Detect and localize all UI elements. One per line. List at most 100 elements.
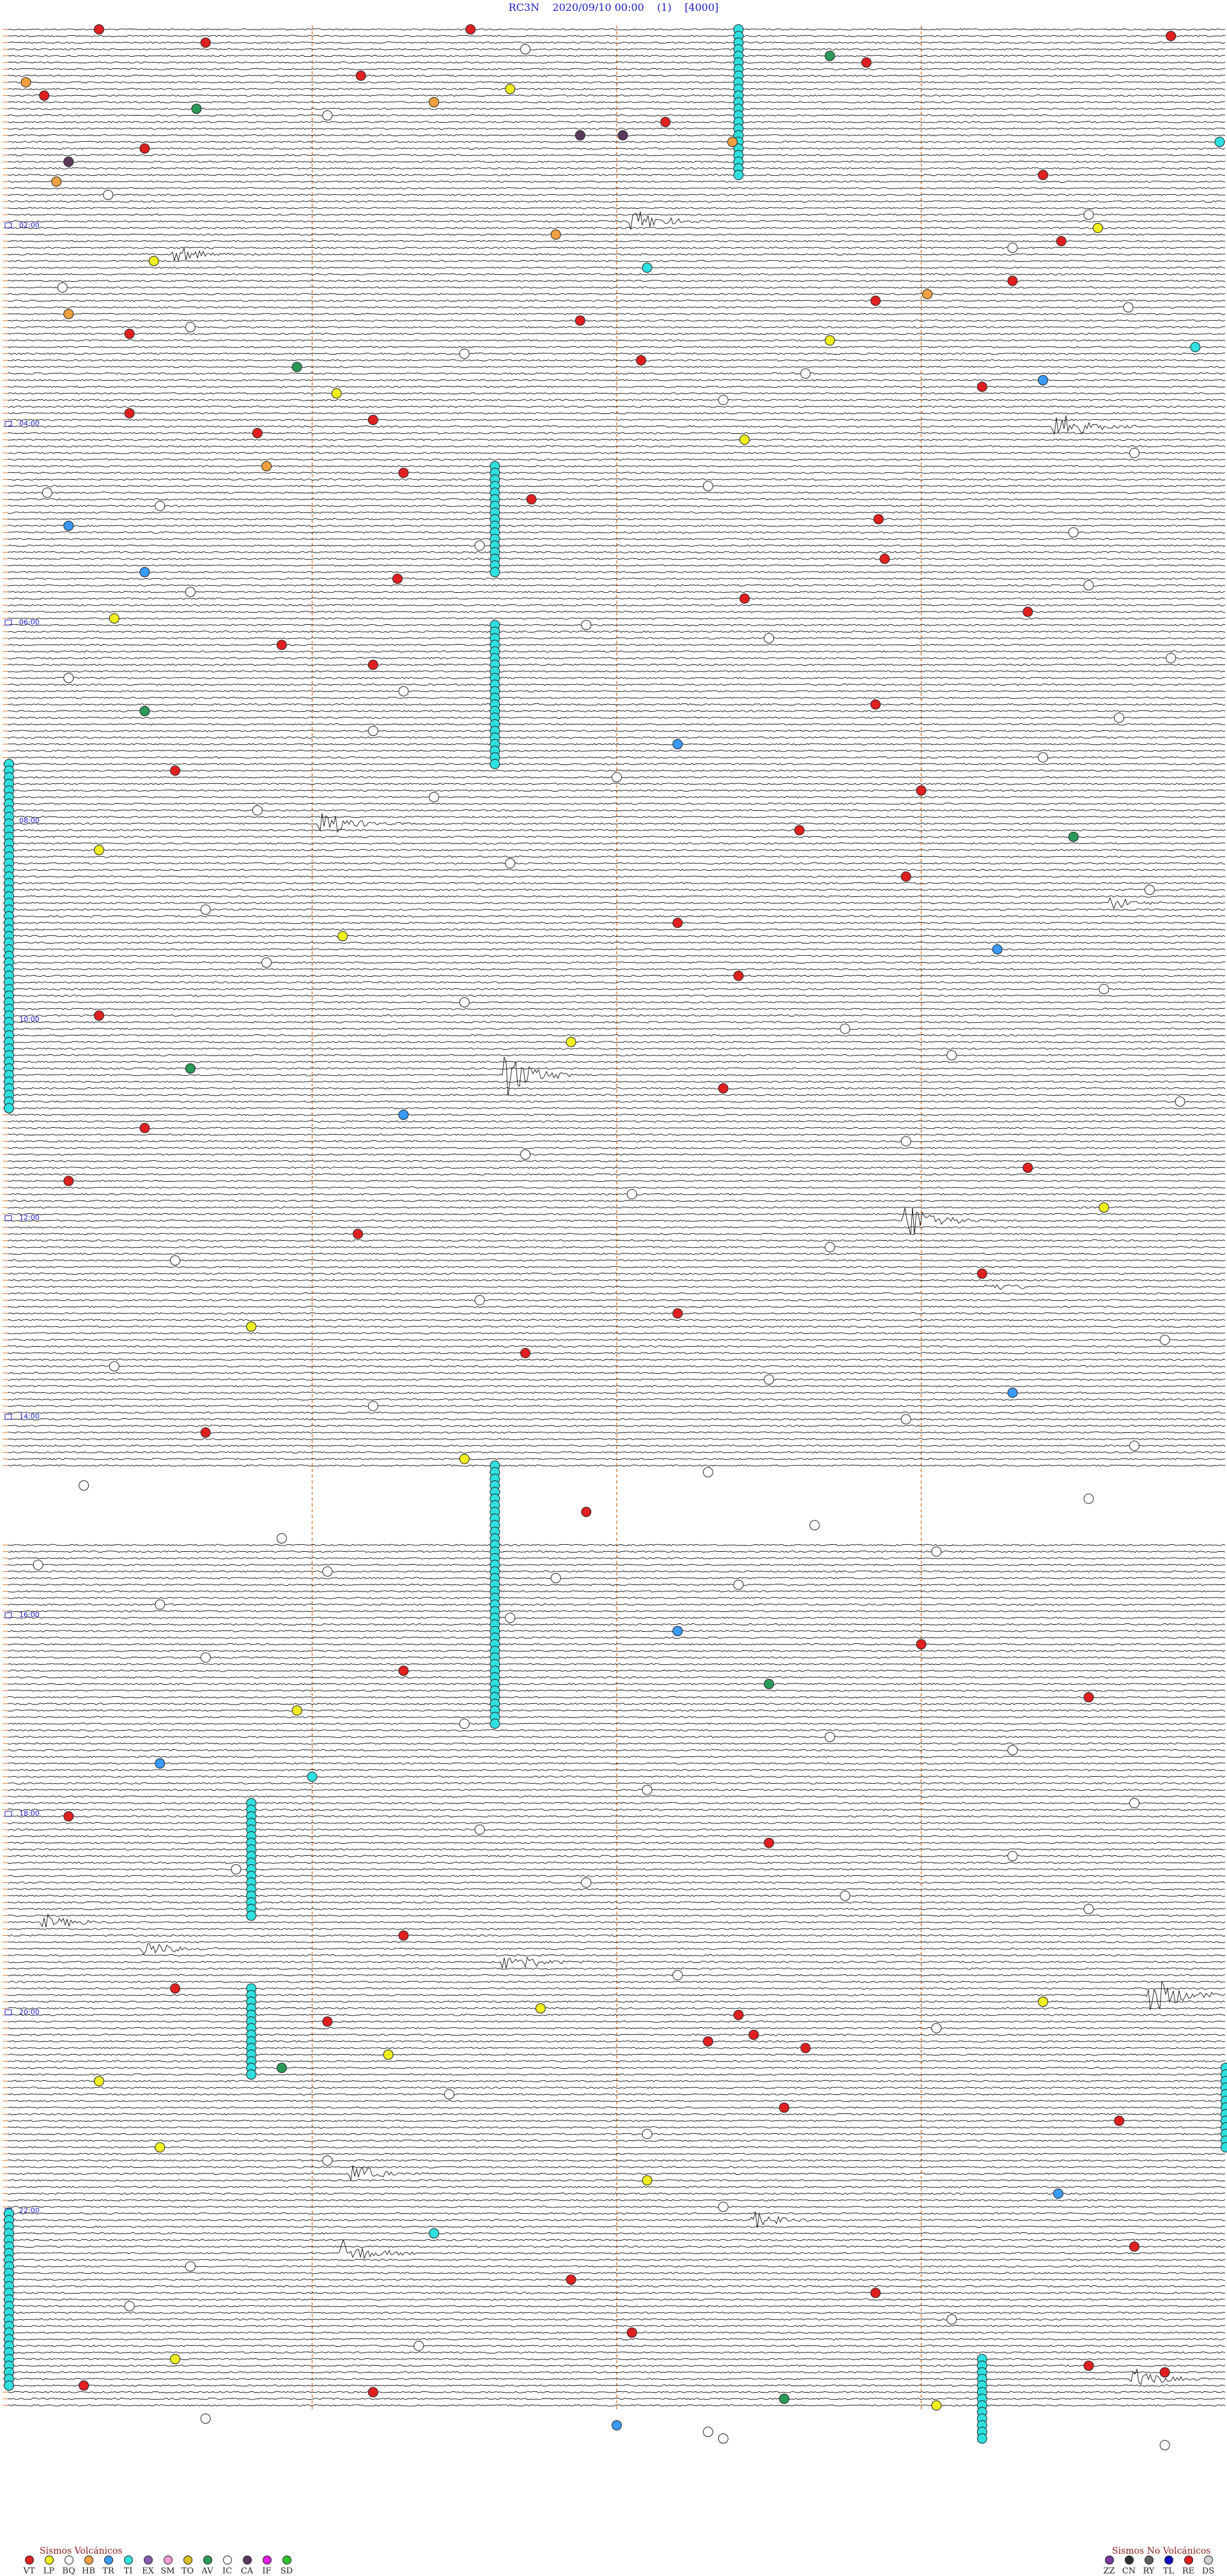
event-marker-tr [992, 944, 1002, 954]
event-marker-ic [171, 1255, 180, 1265]
trace-line [8, 1432, 1225, 1433]
event-marker-vt [1115, 2116, 1124, 2126]
trace-line [8, 2398, 1225, 2399]
event-marker-ic [505, 1613, 515, 1623]
event-marker-vt [1023, 607, 1033, 617]
event-marker-ic [64, 673, 73, 683]
event-marker-lp [642, 2175, 652, 2185]
legend-swatch [164, 2556, 173, 2564]
hour-label: 22:00 [19, 2207, 40, 2215]
event-marker-ti [490, 759, 500, 769]
trace-line [8, 1438, 1225, 1439]
event-marker-ic [718, 2434, 728, 2443]
legend-swatch [243, 2556, 252, 2564]
event-marker-vt [916, 786, 926, 795]
event-marker-vt [749, 2030, 759, 2039]
hour-box [5, 1613, 12, 1618]
event-marker-vt [871, 296, 881, 305]
event-marker-ic [1084, 1905, 1093, 1914]
event-marker-ic [612, 772, 622, 782]
hour-label: 06:00 [19, 618, 40, 626]
event-marker-vt [94, 1011, 104, 1020]
trace-line [8, 167, 1225, 169]
trace-line [8, 816, 1225, 818]
trace-line [8, 1134, 1225, 1135]
event-marker-ic [901, 1137, 911, 1146]
event-marker-ic [825, 1243, 835, 1252]
event-marker-vt [1084, 2361, 1093, 2370]
trace-line [8, 862, 1225, 864]
event-marker-av [192, 104, 201, 114]
trace-line [8, 1392, 1225, 1393]
trace-line [8, 1657, 1225, 1658]
trace-line [8, 995, 1225, 996]
event-marker-ic [185, 587, 195, 597]
event-marker-ic [932, 1547, 941, 1556]
trace-line [8, 2358, 1225, 2359]
trace-line [8, 697, 1225, 698]
event-marker-lp [247, 1322, 256, 1331]
trace-line [8, 293, 1225, 295]
event-marker-vt [466, 25, 475, 34]
event-marker-vt [140, 1123, 150, 1133]
legend-item-sd: SD [277, 2556, 297, 2576]
event-marker-tr [612, 2421, 622, 2430]
legend-item-lp: LP [39, 2556, 59, 2576]
event-marker-ic [947, 1050, 957, 1060]
event-marker-ic [840, 1024, 850, 1034]
hour-box [5, 1414, 12, 1419]
event-marker-lp [566, 1037, 576, 1046]
trace-line [8, 2233, 1225, 2234]
trace-line [8, 2054, 1225, 2055]
trace-line [8, 1260, 1225, 1261]
legend-code: IF [262, 2566, 271, 2576]
event-marker-ic [1175, 1097, 1185, 1107]
event-marker-av [185, 1064, 195, 1073]
event-marker-vt [140, 144, 150, 153]
trace-line [8, 1650, 1225, 1652]
event-marker-ic [505, 859, 515, 868]
event-marker-ic [521, 45, 530, 54]
event-marker-vt [874, 514, 883, 524]
trace-line [8, 161, 1225, 162]
trace-line [8, 2405, 1225, 2406]
event-marker-vt [252, 428, 262, 438]
event-marker-ic [718, 2202, 728, 2212]
trace-line [8, 737, 1225, 738]
legend-code: AV [201, 2566, 213, 2576]
event-marker-lp [932, 2401, 941, 2411]
trace-line [8, 2312, 1225, 2313]
event-marker-vt [977, 1269, 987, 1278]
trace-line [8, 1577, 1225, 1579]
event-marker-vt [392, 574, 402, 583]
event-marker-ic [582, 620, 591, 630]
trace-line [8, 1386, 1225, 1387]
trace-line [8, 1789, 1225, 1790]
trace-line [8, 2273, 1225, 2274]
legend-swatch [84, 2556, 93, 2564]
legend-swatch [1164, 2556, 1173, 2564]
event-marker-ic [551, 1574, 560, 1583]
trace-line [8, 247, 1225, 249]
event-marker-ic [1099, 985, 1109, 994]
legend-item-zz: ZZ [1099, 2556, 1119, 2576]
legend-code: LP [43, 2566, 54, 2576]
event-marker-ic [42, 488, 52, 498]
legend-item-ds: DS [1198, 2556, 1218, 2576]
event-marker-vt [901, 871, 911, 881]
event-marker-ic [1145, 885, 1154, 894]
event-marker-vt [1008, 276, 1017, 286]
trace-line [8, 2186, 1225, 2188]
legend-item-sm: SM [158, 2556, 178, 2576]
trace-line [8, 2226, 1225, 2227]
trace-line [8, 340, 1225, 341]
trace-line [8, 393, 1225, 394]
event-marker-ic [155, 501, 165, 510]
event-marker-vt [861, 57, 871, 67]
trace-line [8, 82, 1225, 83]
trace-line [8, 916, 1225, 917]
event-marker-ti [490, 1719, 500, 1728]
event-marker-vt [399, 468, 408, 478]
event-marker-tr [1008, 1388, 1017, 1398]
